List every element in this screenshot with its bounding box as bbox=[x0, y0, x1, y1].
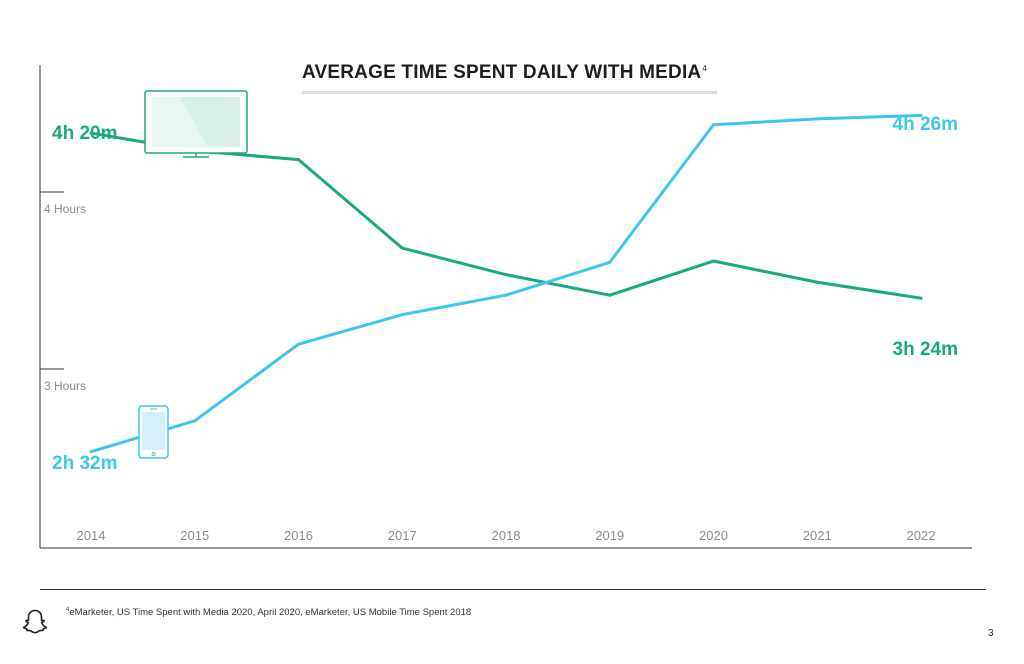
x-tick-label-2021: 2021 bbox=[803, 528, 832, 543]
mobile-point-2018 bbox=[504, 293, 508, 297]
x-tick-label-2020: 2020 bbox=[699, 528, 728, 543]
mobile-point-2020 bbox=[712, 123, 715, 127]
tv-point-2018 bbox=[504, 273, 508, 277]
mobile-point-2015 bbox=[193, 419, 197, 423]
y-tick-label-3: 3 Hours bbox=[44, 379, 86, 393]
chart-title: AVERAGE TIME SPENT DAILY WITH MEDIA4 bbox=[302, 62, 717, 84]
chart-title-block: AVERAGE TIME SPENT DAILY WITH MEDIA4 bbox=[302, 62, 717, 94]
mobile-series-line bbox=[89, 113, 923, 454]
tv-point-2014 bbox=[89, 131, 93, 135]
mobile-point-2019 bbox=[608, 260, 612, 264]
mobile-point-2016 bbox=[297, 342, 300, 346]
x-tick-label-2015: 2015 bbox=[180, 528, 209, 543]
tv-point-2020 bbox=[712, 259, 715, 263]
x-tick-label-2019: 2019 bbox=[595, 528, 624, 543]
mobile-start-label: 2h 32m bbox=[52, 453, 117, 474]
title-footnote-ref: 4 bbox=[702, 64, 708, 73]
mobile-point-2022 bbox=[919, 113, 923, 117]
x-tick-label-2016: 2016 bbox=[284, 528, 313, 543]
tv-start-label: 4h 20m bbox=[52, 123, 117, 144]
smartphone-screen bbox=[142, 412, 165, 450]
tv-point-2019 bbox=[608, 293, 612, 297]
title-underline bbox=[302, 91, 717, 94]
footnote-text: eMarketer, US Time Spent with Media 2020… bbox=[69, 607, 472, 618]
source-footnote: 4eMarketer, US Time Spent with Media 202… bbox=[66, 607, 471, 618]
tv-point-2021 bbox=[815, 280, 819, 284]
x-tick-label-2017: 2017 bbox=[388, 528, 417, 543]
tv-point-2016 bbox=[297, 158, 300, 162]
snapchat-ghost-icon bbox=[22, 609, 48, 634]
x-tick-label-2014: 2014 bbox=[77, 528, 106, 543]
chart-title-text: AVERAGE TIME SPENT DAILY WITH MEDIA bbox=[302, 62, 702, 83]
smartphone-home-button bbox=[151, 452, 156, 456]
x-tick-label-2022: 2022 bbox=[907, 528, 936, 543]
footnote-marker: 4 bbox=[66, 607, 70, 613]
mobile-point-2017 bbox=[400, 313, 404, 317]
x-tick-label-2018: 2018 bbox=[492, 528, 521, 543]
tv-end-label: 3h 24m bbox=[893, 339, 958, 360]
tv-point-2022 bbox=[919, 296, 923, 300]
page-number: 3 bbox=[988, 628, 994, 639]
y-tick-label-4: 4 Hours bbox=[44, 202, 86, 216]
mobile-point-2014 bbox=[89, 450, 93, 454]
tv-screen-glare bbox=[152, 97, 208, 147]
footer-divider bbox=[40, 589, 986, 590]
mobile-point-2021 bbox=[815, 117, 819, 121]
mobile-end-label: 4h 26m bbox=[893, 114, 958, 135]
tv-point-2017 bbox=[400, 246, 404, 250]
